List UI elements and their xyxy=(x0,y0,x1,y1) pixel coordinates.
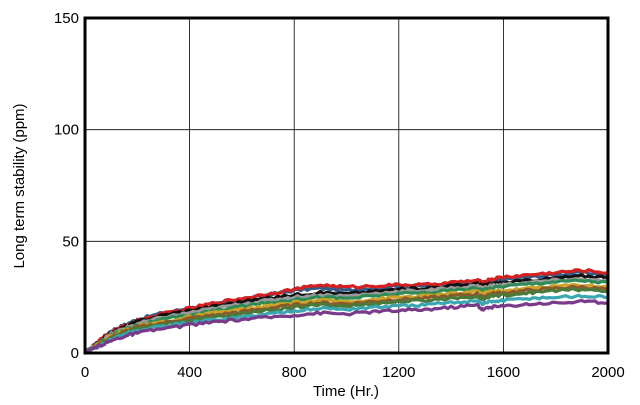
y-axis-label: Long term stability (ppm) xyxy=(11,103,28,268)
tick-labels: 0 400 800 1200 1600 2000 0 50 100 150 xyxy=(54,10,625,381)
x-tick-label: 0 xyxy=(81,364,89,381)
y-tick-label: 100 xyxy=(54,122,79,139)
series-line-8 xyxy=(84,286,609,355)
series-line-9 xyxy=(83,293,609,355)
x-tick-label: 1600 xyxy=(487,364,520,381)
y-tick-label: 150 xyxy=(54,10,79,27)
series-line-2 xyxy=(84,268,609,355)
y-tick-label: 0 xyxy=(71,345,79,362)
x-tick-label: 2000 xyxy=(591,364,624,381)
x-tick-label: 400 xyxy=(177,364,202,381)
x-tick-label: 800 xyxy=(282,364,307,381)
y-tick-label: 50 xyxy=(62,233,79,250)
x-axis-label: Time (Hr.) xyxy=(313,383,379,400)
plot-frame xyxy=(83,16,610,355)
series-line-10 xyxy=(83,299,609,355)
series-group xyxy=(83,268,609,355)
x-tick-label: 1200 xyxy=(382,364,415,381)
